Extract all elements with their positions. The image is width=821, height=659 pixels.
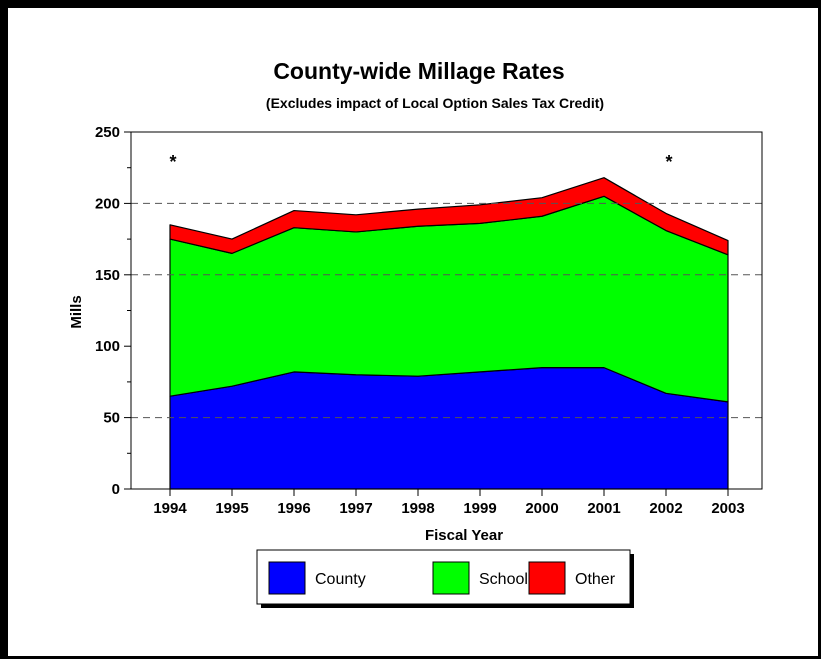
x-tick-label: 2002 (649, 500, 682, 517)
legend-swatch-other (528, 561, 566, 595)
legend-label-other: Other (575, 571, 616, 588)
area-other (169, 177, 729, 256)
annotations: * * (169, 152, 672, 172)
annotation-asterisk: * (665, 152, 672, 172)
legend-swatch-county (268, 561, 306, 595)
y-tick-label: 50 (103, 410, 120, 427)
legend-swatch-school (432, 561, 470, 595)
y-tick-label: 150 (95, 267, 120, 284)
y-tick-label: 0 (112, 481, 120, 498)
chart-subtitle: (Excludes impact of Local Option Sales T… (266, 95, 604, 111)
x-tick-label: 1995 (215, 500, 248, 517)
y-tick-label: 200 (95, 195, 120, 212)
y-tick-label: 100 (95, 338, 120, 355)
x-tick-label: 1998 (401, 500, 434, 517)
x-tick-label: 1994 (153, 500, 187, 517)
chart-title: County-wide Millage Rates (273, 58, 564, 84)
x-tick-label: 1999 (463, 500, 496, 517)
x-tick-label: 2001 (587, 500, 620, 517)
area-series-group (169, 177, 729, 490)
axes: 0 50 100 150 200 250 1994 1995 1996 1997 1998 1999 2… (95, 124, 763, 517)
chart-frame: County-wide Millage Rates (Excludes impa… (8, 8, 818, 656)
x-tick-label: 2003 (711, 500, 744, 517)
x-tick-label: 2000 (525, 500, 558, 517)
x-tick-label: 1997 (339, 500, 372, 517)
millage-area-chart: County-wide Millage Rates (Excludes impa… (68, 58, 763, 608)
x-axis-label: Fiscal Year (425, 527, 503, 544)
area-county (169, 367, 729, 490)
y-tick-label: 250 (95, 124, 120, 141)
x-tick-label: 1996 (277, 500, 310, 517)
legend-label-school: School (479, 571, 528, 588)
annotation-asterisk: * (169, 152, 176, 172)
area-school (169, 195, 729, 403)
legend-label-county: County (315, 571, 366, 588)
legend: County School Other (256, 549, 634, 608)
y-axis-label: Mills (68, 295, 85, 328)
gridlines (131, 202, 762, 419)
